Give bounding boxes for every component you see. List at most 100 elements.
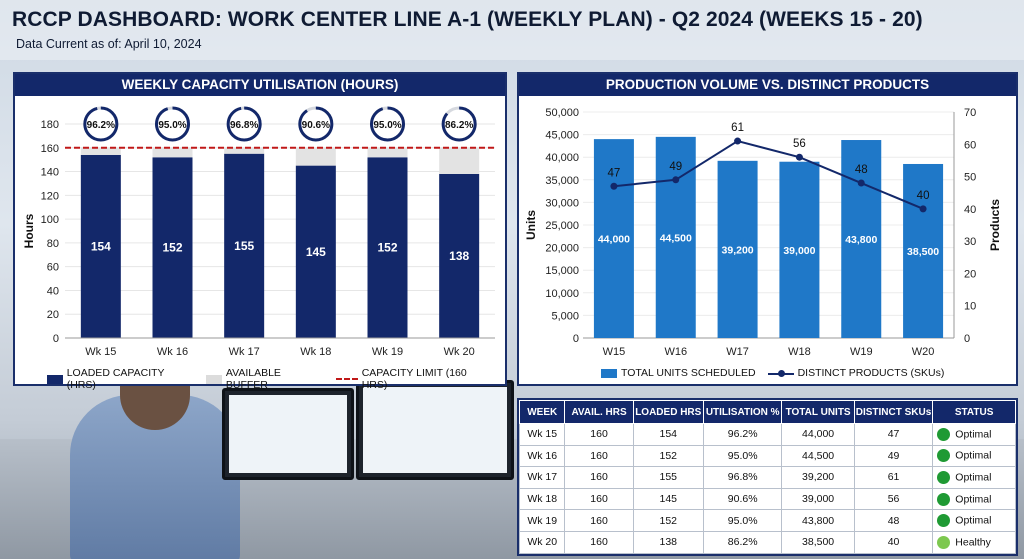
status-indicator-icon xyxy=(937,427,951,441)
y-tick-label: 10,000 xyxy=(545,288,579,300)
y-tick-label: 30,000 xyxy=(545,197,579,209)
table-cell: 138 xyxy=(632,530,704,554)
table-cell: 152 xyxy=(632,444,704,468)
y-tick-label: 0 xyxy=(53,333,59,345)
table-header-row: WEEK AVAIL. HRS LOADED HRS UTILISATION % TOT… xyxy=(518,400,1016,424)
table-cell: 160 xyxy=(564,487,634,511)
x-tick-label: Wk 19 xyxy=(372,346,403,358)
bar-value-label: 152 xyxy=(377,241,397,255)
bar-value-label: 39,200 xyxy=(722,244,754,256)
table-cell: 160 xyxy=(564,466,634,489)
table-row: Wk 20 160 138 86.2% 38,500 40 Healthy xyxy=(518,530,1016,554)
table-cell: 96.2% xyxy=(702,423,783,446)
utilisation-gauge: 86.2% xyxy=(441,106,477,142)
table-cell: 47 xyxy=(853,423,934,446)
legend-swatch-loaded xyxy=(47,374,63,384)
status-cell: Optimal xyxy=(932,466,1016,489)
status-label: Optimal xyxy=(955,492,992,505)
y2-tick-label: 30 xyxy=(964,236,976,248)
bar-value-label: 138 xyxy=(449,249,469,263)
bar-value-label: 44,500 xyxy=(660,232,692,244)
utilisation-gauge: 95.0% xyxy=(155,106,190,142)
column-header: STATUS xyxy=(932,400,1016,424)
table-row: Wk 19 160 152 95.0% 43,800 48 Optimal xyxy=(518,509,1016,532)
utilisation-percent-label: 96.8% xyxy=(230,120,258,131)
y2-tick-label: 40 xyxy=(964,204,976,216)
legend-capacity-limit: CAPACITY LIMIT (160 HRS) xyxy=(336,367,493,391)
legend-available-buffer: AVAILABLE BUFFER xyxy=(206,367,324,391)
available-buffer-bar xyxy=(80,147,121,155)
utilisation-percent-label: 90.6% xyxy=(302,120,330,131)
total-units-bar xyxy=(717,160,758,338)
table-cell: 44,500 xyxy=(781,444,855,468)
table-body: Wk 15 160 154 96.2% 44,000 47 Optimal Wk 16 160 1… xyxy=(518,423,1016,554)
table-cell: Wk 18 xyxy=(518,487,566,511)
status-cell: Optimal xyxy=(932,509,1016,532)
table-cell: 48 xyxy=(853,509,934,532)
legend-distinct-products: DISTINCT PRODUCTS (SKUs) xyxy=(767,367,944,379)
table-cell: 95.0% xyxy=(702,444,783,468)
status-label: Optimal xyxy=(955,514,992,527)
y-tick-label: 50,000 xyxy=(545,107,579,119)
point-value-label: 48 xyxy=(855,164,868,176)
y-tick-label: 60 xyxy=(47,262,59,274)
y2-tick-label: 50 xyxy=(964,172,976,184)
data-current-date: Data Current as of: April 10, 2024 xyxy=(16,37,202,51)
table-cell: Wk 15 xyxy=(518,423,566,446)
status-cell: Optimal xyxy=(932,487,1016,511)
y-tick-label: 40 xyxy=(47,285,59,297)
production-legend: TOTAL UNITS SCHEDULED DISTINCT PRODUCTS … xyxy=(601,367,956,379)
legend-label-buffer: AVAILABLE BUFFER xyxy=(225,367,281,391)
distinct-products-point xyxy=(672,176,680,184)
x-tick-label: Wk 20 xyxy=(444,346,475,358)
x-tick-label: Wk 17 xyxy=(229,346,260,358)
x-tick-label: Wk 18 xyxy=(300,346,331,358)
production-volume-chart: 0 5,000 10,000 15,000 20,000 25,000 30,000 35,0… xyxy=(524,107,1002,358)
utilisation-gauge-fill xyxy=(441,106,477,142)
y2-tick-label: 20 xyxy=(964,268,976,280)
column-header: UTILISATION % xyxy=(702,400,783,424)
x-tick-label: W16 xyxy=(664,346,687,358)
column-header: AVAIL. HRS xyxy=(564,400,634,424)
table-row: Wk 17 160 155 96.8% 39,200 61 Optimal xyxy=(518,466,1016,489)
bar-value-label: 39,000 xyxy=(783,245,815,257)
status-indicator-icon xyxy=(937,470,951,484)
table-row: Wk 16 160 152 95.0% 44,500 49 Optimal xyxy=(518,444,1016,468)
y-tick-label: 15,000 xyxy=(545,265,579,277)
y-tick-label: 120 xyxy=(41,190,59,202)
status-label: Healthy xyxy=(955,536,991,549)
y-axis-label: Units xyxy=(524,210,538,240)
utilisation-percent-label: 95.0% xyxy=(158,120,186,131)
weekly-summary-table: WEEK AVAIL. HRS LOADED HRS UTILISATION % TOT… xyxy=(518,400,1016,554)
table-cell: 56 xyxy=(853,487,934,511)
utilisation-gauge-fill xyxy=(298,106,334,142)
bar-value-label: 44,000 xyxy=(598,234,630,246)
y2-tick-label: 60 xyxy=(964,139,976,151)
legend-swatch-buffer xyxy=(206,374,222,384)
legend-label-units: TOTAL UNITS SCHEDULED xyxy=(621,367,756,379)
point-value-label: 49 xyxy=(669,161,682,173)
distinct-products-point xyxy=(919,205,927,213)
table-cell: Wk 16 xyxy=(518,444,566,468)
total-units-bar xyxy=(779,161,820,338)
utilisation-gauge: 96.8% xyxy=(226,106,262,142)
table-cell: 160 xyxy=(564,509,634,532)
utilisation-gauge-fill xyxy=(226,106,262,142)
y-tick-label: 40,000 xyxy=(545,152,579,164)
column-header: WEEK xyxy=(518,400,566,424)
status-indicator-icon xyxy=(937,514,951,528)
total-units-bar xyxy=(903,163,944,338)
table-cell: 154 xyxy=(632,423,704,446)
x-tick-label: W18 xyxy=(788,346,811,358)
weekly-summary-table-panel: WEEK AVAIL. HRS LOADED HRS UTILISATION % TOT… xyxy=(517,398,1018,556)
status-label: Optimal xyxy=(955,471,992,484)
distinct-products-point xyxy=(734,137,742,145)
y-tick-label: 100 xyxy=(41,214,59,226)
dashboard-title: RCCP DASHBOARD: WORK CENTER LINE A-1 (WE… xyxy=(12,8,923,31)
table-cell: Wk 19 xyxy=(518,509,566,532)
available-buffer-bar xyxy=(367,147,408,158)
status-indicator-icon xyxy=(937,535,951,549)
y2-tick-label: 10 xyxy=(964,301,976,313)
y-tick-label: 140 xyxy=(41,167,59,179)
x-tick-label: W17 xyxy=(726,346,749,358)
